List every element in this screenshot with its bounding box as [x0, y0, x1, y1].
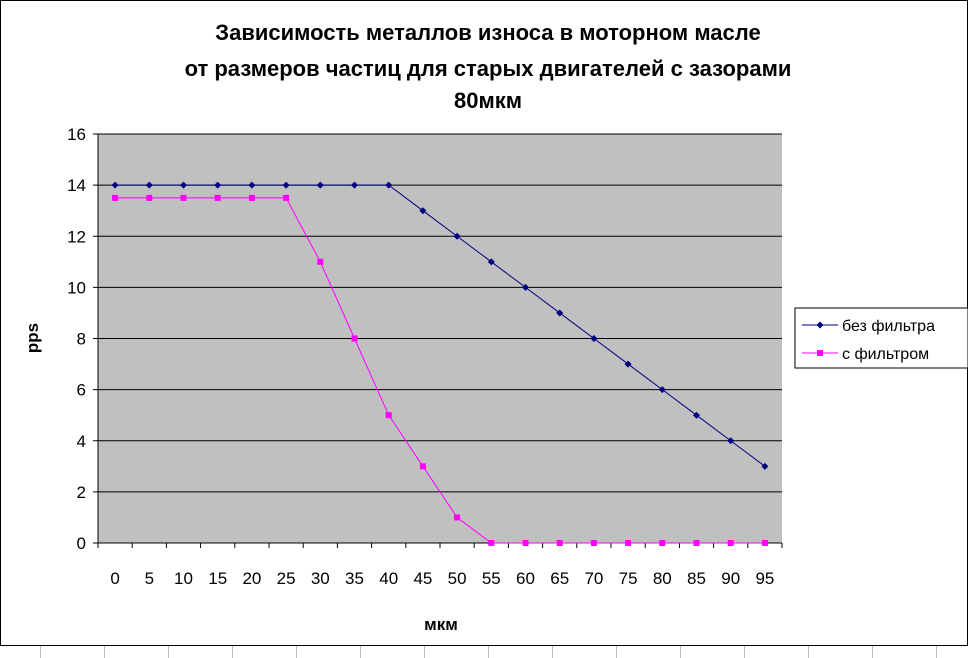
series-group [111, 181, 769, 546]
x-tick-label: 95 [755, 569, 774, 588]
x-tick-label: 65 [550, 569, 569, 588]
data-point [556, 540, 563, 546]
data-point [385, 181, 393, 189]
legend-label-bez-filtra: без фильтра [842, 318, 935, 335]
data-point [727, 540, 734, 546]
legend: без фильтра с фильтром [794, 307, 968, 369]
y-tick-label: 16 [67, 125, 86, 144]
data-point [419, 207, 427, 215]
x-tick-label: 20 [242, 569, 261, 588]
data-point [454, 514, 461, 521]
data-point [693, 411, 700, 419]
data-point [761, 540, 768, 546]
chart-title-line-1: Зависимость металлов износа в моторном м… [215, 20, 760, 45]
x-tick-label: 30 [311, 569, 330, 588]
chart-title: Зависимость металлов износа в моторном м… [185, 20, 792, 113]
y-axis-label: pps [23, 323, 42, 353]
y-tick-label: 14 [67, 176, 86, 195]
data-point [487, 258, 495, 266]
data-point [283, 194, 290, 201]
data-point [180, 181, 187, 189]
y-tick-labels: 0 2 4 6 8 10 12 14 16 [67, 125, 86, 553]
x-tick-label: 90 [721, 569, 740, 588]
x-tick-label: 55 [482, 569, 501, 588]
data-point [145, 181, 153, 189]
y-tick-label: 0 [77, 534, 86, 553]
data-point [248, 181, 256, 189]
series-s-filtrom [112, 194, 768, 546]
y-tick-label: 8 [77, 330, 86, 349]
x-tick-label: 35 [345, 569, 364, 588]
x-tick-labels: 0 5 10 15 20 25 30 35 40 45 50 55 60 65 70 75 80 85 90 95 [110, 569, 774, 588]
legend-marker-bez-filtra [816, 321, 824, 329]
data-point [556, 309, 564, 317]
y-tick-label: 4 [77, 432, 86, 451]
x-tick-label: 50 [448, 569, 467, 588]
data-point [214, 181, 222, 189]
chart-title-line-2: от размеров частиц для старых двигателей… [185, 56, 792, 81]
data-point [624, 360, 632, 368]
data-point [111, 181, 119, 189]
y-tick-label: 10 [67, 278, 86, 297]
data-point [351, 181, 358, 189]
x-tick-label: 0 [110, 569, 119, 588]
data-point [316, 181, 324, 189]
data-point [317, 258, 324, 265]
sheet-gridlines [0, 646, 968, 658]
x-tick-label: 40 [379, 569, 398, 588]
series-line [115, 184, 766, 467]
chart-title-line-3: 80мкм [454, 88, 522, 113]
data-point [590, 335, 598, 342]
series-line [115, 197, 765, 544]
x-tick-label: 75 [619, 569, 638, 588]
x-tick-label: 60 [516, 569, 535, 588]
legend-label-s-filtrom: с фильтром [842, 346, 929, 363]
data-point [112, 194, 119, 201]
x-tick-label: 5 [145, 569, 154, 588]
data-point [590, 540, 597, 546]
data-point [146, 194, 153, 201]
data-point [453, 232, 461, 240]
y-tick-label: 2 [77, 483, 86, 502]
data-point [522, 540, 529, 546]
x-tick-label: 70 [584, 569, 603, 588]
data-point [419, 463, 426, 470]
data-point [625, 540, 632, 546]
legend-marker-s-filtrom [817, 350, 823, 356]
y-tick-label: 6 [77, 381, 86, 400]
series-bez-filtra [111, 181, 769, 470]
data-point [282, 181, 290, 189]
data-point [180, 194, 187, 201]
x-tick-label: 45 [413, 569, 432, 588]
data-point [214, 194, 221, 201]
y-tick-label: 12 [67, 227, 86, 246]
data-point [351, 335, 358, 342]
data-point [658, 386, 666, 394]
x-tick-label: 25 [277, 569, 296, 588]
data-point [385, 412, 392, 419]
x-axis-label: мкм [424, 615, 458, 634]
legend-box [794, 307, 968, 369]
data-point [727, 437, 735, 445]
data-point [522, 283, 529, 291]
data-point [659, 540, 666, 546]
x-tick-label: 15 [208, 569, 227, 588]
x-tick-label: 85 [687, 569, 706, 588]
data-point [761, 462, 769, 470]
x-tick-label: 80 [653, 569, 672, 588]
data-point [693, 540, 700, 546]
data-point [248, 194, 255, 201]
x-tick-label: 10 [174, 569, 193, 588]
data-point [488, 540, 495, 546]
